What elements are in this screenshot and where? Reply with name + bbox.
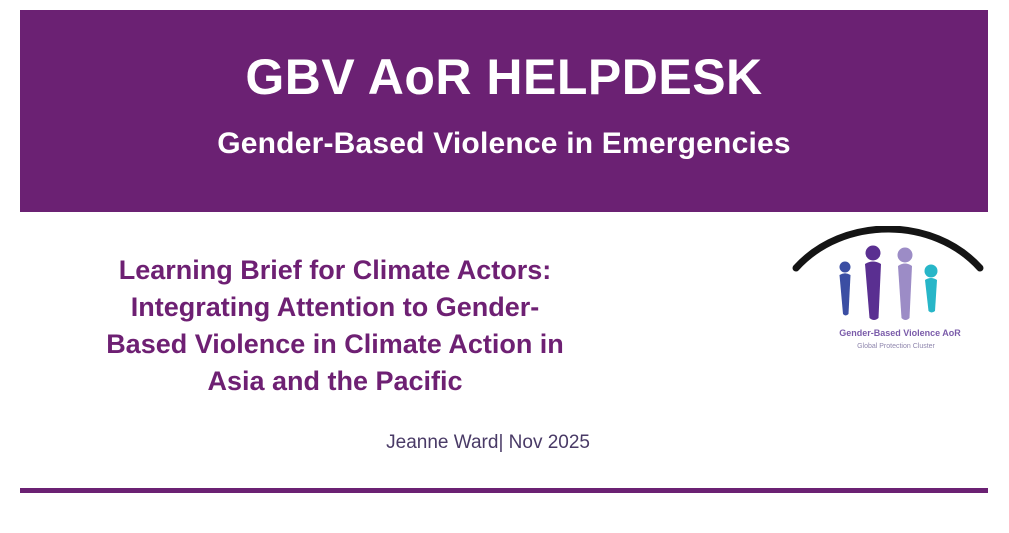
protection-arc-icon [792, 225, 984, 272]
gbv-aor-logo: Gender-Based Violence AoR Global Protect… [788, 225, 995, 363]
gbv-aor-logo-graphic: Gender-Based Violence AoR Global Protect… [792, 225, 984, 350]
logo-org-subtitle: Global Protection Cluster [857, 343, 935, 350]
banner-subtitle: Gender-Based Violence in Emergencies [217, 127, 791, 160]
document-byline: Jeanne Ward| Nov 2025 [386, 432, 590, 453]
logo-org-name: Gender-Based Violence AoR [839, 328, 961, 338]
person-figure-dark-purple-icon [865, 245, 881, 320]
person-figure-teal-icon [924, 264, 938, 313]
header-banner: GBV AoR HELPDESK Gender-Based Violence i… [20, 10, 988, 212]
person-figure-blue-icon [839, 261, 851, 316]
document-title: Learning Brief for Climate Actors: Integ… [106, 255, 564, 396]
person-figure-light-purple-icon [897, 247, 913, 320]
banner-title: GBV AoR HELPDESK [245, 49, 763, 105]
bottom-divider-rule [20, 488, 988, 493]
